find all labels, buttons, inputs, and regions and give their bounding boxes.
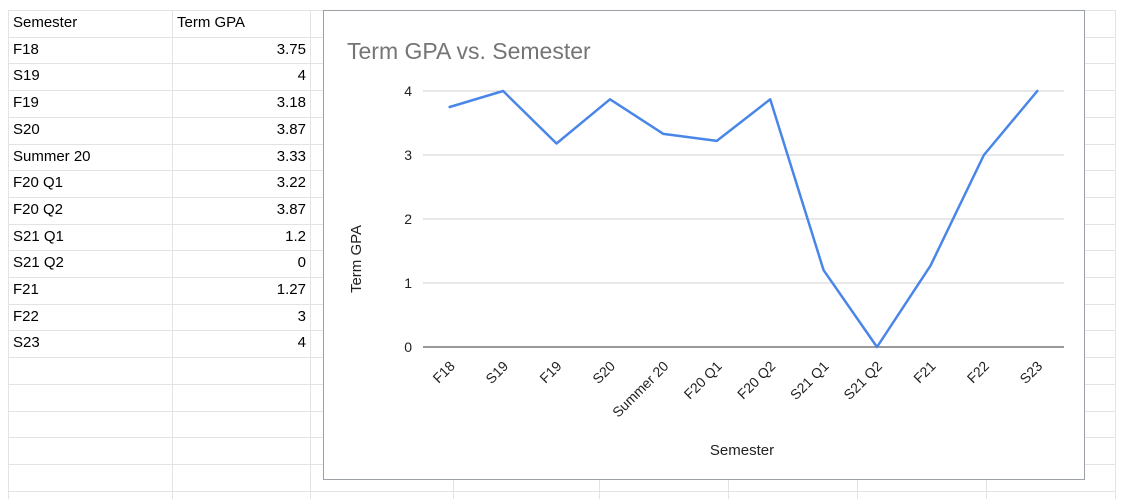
semester-cell[interactable]: F21 (13, 281, 39, 298)
y-tick-label: 3 (404, 147, 412, 163)
x-tick-label: S23 (1016, 358, 1045, 387)
data-point[interactable] (981, 152, 987, 158)
line-chart[interactable]: Term GPA vs. Semester 0 1 2 3 4 F18 S19 F19 S20… (323, 10, 1085, 480)
data-point[interactable] (500, 88, 506, 94)
x-tick-label: S20 (589, 358, 618, 387)
gpa-cell[interactable]: 3.33 (276, 148, 306, 165)
x-tick-label: Summer 20 (609, 358, 672, 421)
series-group (447, 88, 1040, 350)
gpa-cell[interactable]: 0 (297, 254, 306, 271)
x-axis-title: Semester (710, 442, 774, 459)
data-point[interactable] (714, 138, 720, 144)
semester-cell[interactable]: F18 (13, 41, 39, 58)
x-tick-label: F19 (536, 358, 565, 387)
semester-cell[interactable]: S21 Q1 (13, 228, 64, 245)
x-tick-label: F20 Q1 (681, 358, 725, 402)
gpa-cell[interactable]: 1.27 (276, 281, 306, 298)
chart-title: Term GPA vs. Semester (347, 38, 591, 64)
chart-canvas: Term GPA vs. Semester 0 1 2 3 4 F18 S19 F19 S20… (347, 38, 1064, 459)
gpa-cell[interactable]: 3.18 (276, 94, 306, 111)
y-tick-label: 0 (404, 339, 412, 355)
data-point[interactable] (660, 131, 666, 137)
gpa-cell[interactable]: 3 (297, 308, 306, 325)
y-axis-ticks: 0 1 2 3 4 (404, 83, 412, 355)
header-cell-term-gpa[interactable]: Term GPA (177, 14, 246, 31)
data-point[interactable] (927, 263, 933, 269)
y-tick-label: 4 (404, 83, 412, 99)
x-tick-label: F21 (910, 358, 939, 387)
gpa-cell[interactable]: 3.22 (276, 174, 306, 191)
y-tick-label: 2 (404, 211, 412, 227)
gpa-cell[interactable]: 1.2 (285, 228, 306, 245)
y-tick-label: 1 (404, 275, 412, 291)
data-point[interactable] (767, 96, 773, 102)
data-point[interactable] (607, 96, 613, 102)
data-point[interactable] (554, 140, 560, 146)
x-tick-label: F20 Q2 (734, 358, 778, 402)
x-tick-label: S21 Q2 (840, 358, 885, 403)
gpa-cell[interactable]: 3.87 (276, 121, 306, 138)
header-cell-semester[interactable]: Semester (13, 14, 78, 31)
semester-cell[interactable]: S23 (13, 334, 40, 351)
series-line[interactable] (448, 89, 1039, 349)
semester-cell[interactable]: F22 (13, 308, 39, 325)
data-point[interactable] (447, 104, 453, 110)
gpa-cell[interactable]: 4 (297, 67, 306, 84)
semester-cell[interactable]: S21 Q2 (13, 254, 64, 271)
gpa-cell[interactable]: 4 (297, 334, 306, 351)
data-point[interactable] (821, 267, 827, 273)
semester-cell[interactable]: S20 (13, 121, 40, 138)
gpa-cell[interactable]: 3.75 (276, 41, 306, 58)
data-point[interactable] (1034, 88, 1040, 94)
x-tick-label: F22 (964, 358, 993, 387)
semester-cell[interactable]: Summer 20 (13, 148, 91, 165)
semester-cell[interactable]: F19 (13, 94, 39, 111)
y-axis-title: Term GPA (348, 225, 365, 293)
gpa-cell[interactable]: 3.87 (276, 201, 306, 218)
x-tick-label: F18 (429, 358, 458, 387)
gridlines (423, 90, 1064, 348)
semester-cell[interactable]: F20 Q2 (13, 201, 64, 218)
semester-cell[interactable]: S19 (13, 67, 40, 84)
data-point[interactable] (874, 344, 880, 350)
x-tick-label: S21 Q1 (787, 358, 832, 403)
semester-cell[interactable]: F20 Q1 (13, 174, 64, 191)
x-tick-label: S19 (482, 358, 511, 387)
